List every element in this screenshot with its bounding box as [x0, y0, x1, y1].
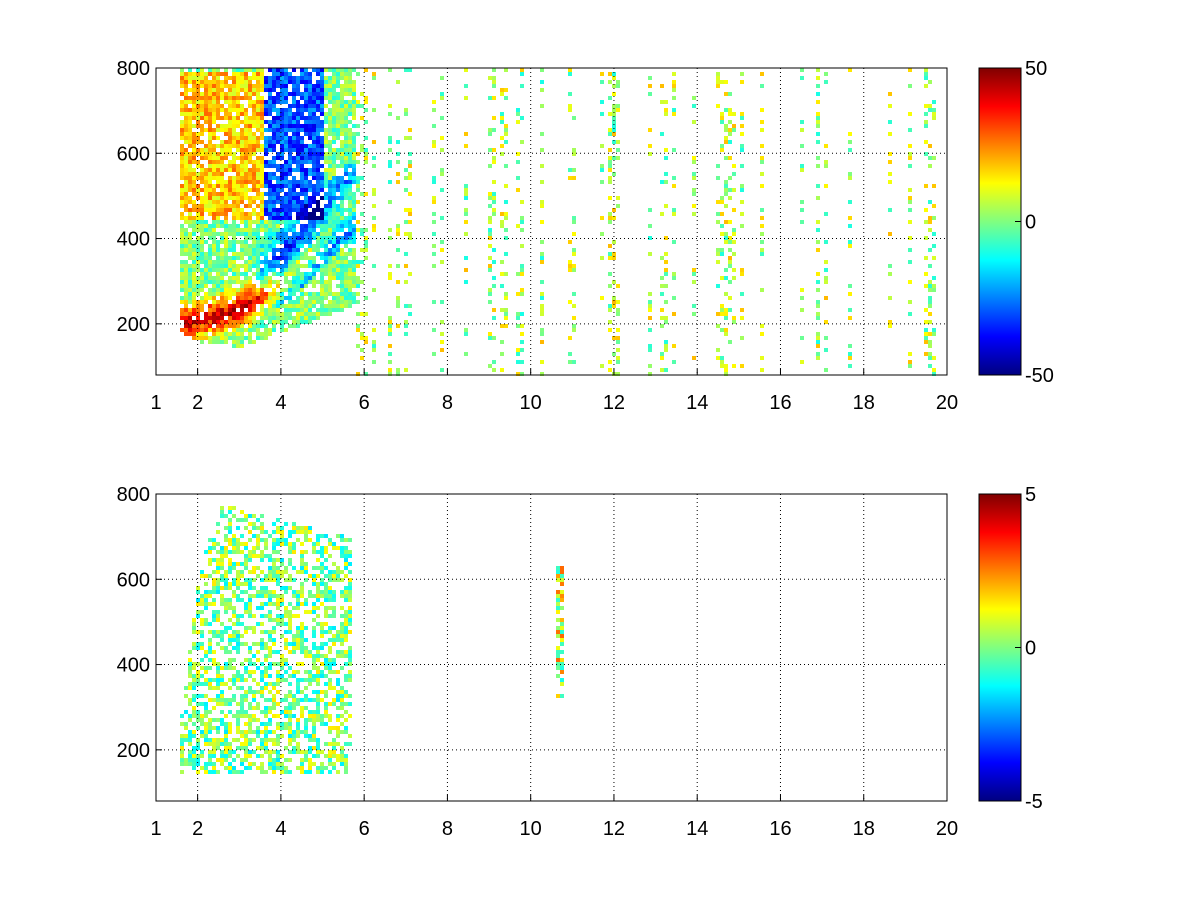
x-tick-label: 6	[359, 392, 370, 414]
colorbar-tick-label: 5	[1025, 484, 1036, 506]
x-tick-label: 16	[769, 392, 791, 414]
y-tick-label: 200	[117, 740, 150, 762]
colorbar	[978, 493, 1022, 802]
x-tick-label: 16	[769, 818, 791, 840]
x-tick-label: 1	[150, 392, 161, 414]
x-tick-label: 10	[520, 818, 542, 840]
heatmap-cells	[180, 506, 564, 774]
colorbar-tick-label: 0	[1025, 638, 1036, 660]
x-tick-label: 20	[936, 818, 958, 840]
x-tick-label: 8	[442, 818, 453, 840]
y-tick-label: 800	[117, 58, 150, 80]
y-tick-label: 600	[117, 569, 150, 591]
x-tick-label: 2	[192, 392, 203, 414]
x-tick-label: 14	[686, 818, 708, 840]
heatmap-cells	[180, 68, 936, 376]
x-tick-label: 12	[603, 392, 625, 414]
x-tick-label: 4	[275, 392, 286, 414]
x-tick-label: 1	[150, 818, 161, 840]
x-tick-label: 20	[936, 392, 958, 414]
colorbar-tick-label: -5	[1025, 791, 1043, 813]
y-tick-label: 400	[117, 229, 150, 251]
colorbar-tick-label: 0	[1025, 212, 1036, 234]
x-tick-label: 8	[442, 392, 453, 414]
x-tick-label: 14	[686, 392, 708, 414]
y-tick-label: 200	[117, 314, 150, 336]
y-tick-label: 600	[117, 143, 150, 165]
x-tick-label: 2	[192, 818, 203, 840]
x-tick-label: 4	[275, 818, 286, 840]
x-tick-label: 12	[603, 818, 625, 840]
x-tick-label: 18	[853, 818, 875, 840]
x-tick-label: 10	[520, 392, 542, 414]
axes-box	[155, 67, 948, 376]
x-tick-label: 6	[359, 818, 370, 840]
axes-box	[155, 493, 948, 802]
y-tick-label: 400	[117, 655, 150, 677]
y-tick-label: 800	[117, 484, 150, 506]
x-tick-label: 18	[853, 392, 875, 414]
colorbar-tick-label: 50	[1025, 58, 1047, 80]
colorbar	[978, 67, 1022, 376]
colorbar-tick-label: -50	[1025, 365, 1054, 387]
